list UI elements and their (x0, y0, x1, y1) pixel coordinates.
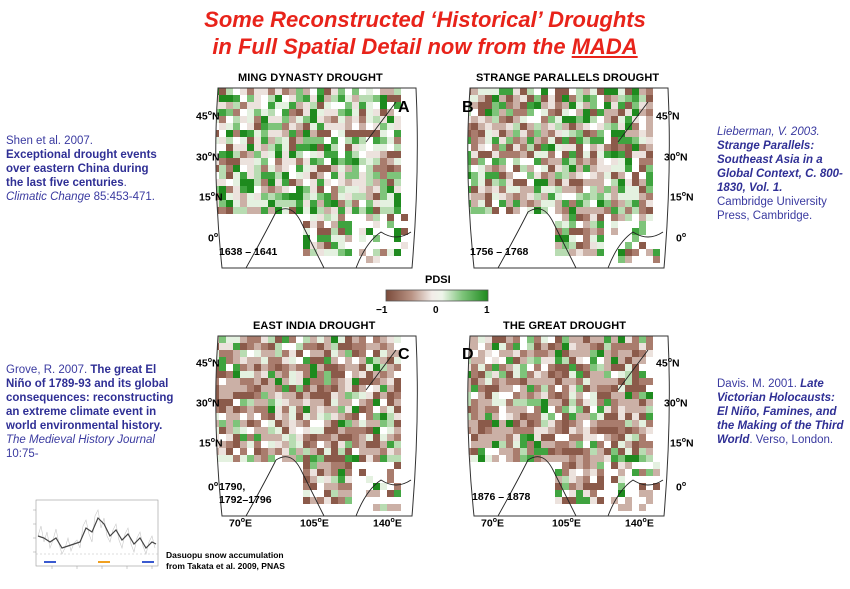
panel-letter-b: B (462, 99, 474, 116)
legend-title: PDSI (425, 274, 451, 286)
legend-tick-1: 1 (484, 305, 490, 316)
reference-davis: Davis. M. 2001. Late Victorian Holocaust… (717, 378, 844, 446)
lon-label-d-105: 105oE (552, 517, 581, 530)
lat-label-d-30: 30oN (664, 397, 688, 410)
inset-caption-line1: Dasuopu snow accumulation (166, 550, 284, 560)
map-a-title: MING DYNASTY DROUGHT (238, 72, 383, 84)
years-a: 1638 – 1641 (219, 246, 278, 258)
lon-label-d-70: 70oE (481, 517, 504, 530)
reference-shen: Shen et al. 2007. Exceptional drought ev… (6, 135, 157, 203)
map-b-strange-parallels (467, 87, 670, 269)
lat-label-d-45: 45oN (656, 357, 680, 370)
lat-label-c-0: 0o (208, 481, 219, 494)
years-b: 1756 – 1768 (470, 246, 529, 258)
lat-label-b-15: 15oN (670, 191, 694, 204)
map-d-great-drought (467, 335, 670, 517)
reference-lieberman: Lieberman, V. 2003. Strange Parallels: S… (717, 126, 843, 222)
title-prefix: in Full Spatial Detail now from the (212, 34, 572, 59)
panel-letter-c: C (398, 346, 410, 363)
mada-link[interactable]: MADA (571, 34, 638, 59)
years-c-line2: 1792–1796 (219, 494, 272, 506)
lon-label-c-105: 105oE (300, 517, 329, 530)
slide-title-line2: in Full Spatial Detail now from the MADA (0, 33, 850, 60)
map-b-title: STRANGE PARALLELS DROUGHT (476, 72, 660, 84)
lat-label-d-0: 0o (676, 481, 687, 494)
map-d-title: THE GREAT DROUGHT (503, 320, 627, 332)
lat-label-d-15: 15oN (670, 437, 694, 450)
lat-label-c-30: 30oN (196, 397, 220, 410)
lon-label-d-140: 140oE (625, 517, 654, 530)
lon-label-c-70: 70oE (229, 517, 252, 530)
years-d: 1876 – 1878 (472, 491, 531, 503)
map-a-ming-dynasty (215, 87, 418, 269)
inset-caption-line2: from Takata et al. 2009, PNAS (166, 561, 285, 571)
lat-label-b-30: 30oN (664, 151, 688, 164)
years-c-line1: 1790, (219, 481, 246, 493)
lon-label-c-140: 140oE (373, 517, 402, 530)
panel-letter-a: A (398, 99, 410, 116)
slide-title-line1: Some Reconstructed ‘Historical’ Droughts (204, 7, 646, 32)
lat-label-b-45: 45oN (656, 110, 680, 123)
panel-letter-d: D (462, 346, 474, 363)
lat-label-a-30: 30oN (196, 151, 220, 164)
lat-label-b-0: 0o (676, 232, 687, 245)
lat-label-c-45: 45oN (196, 357, 220, 370)
lat-label-a-0: 0o (208, 232, 219, 245)
reference-grove: Grove, R. 2007. The great El Niño of 178… (6, 364, 174, 460)
pdsi-colorbar (385, 289, 489, 302)
map-c-east-india (215, 335, 418, 517)
lat-label-c-15: 15oN (199, 437, 223, 450)
map-c-title: EAST INDIA DROUGHT (253, 320, 376, 332)
lat-label-a-45: 45oN (196, 110, 220, 123)
legend-tick-neg1: −1 (376, 305, 388, 316)
legend-tick-0: 0 (433, 305, 439, 316)
snow-accumulation-inset-chart (33, 499, 159, 569)
lat-label-a-15: 15oN (199, 191, 223, 204)
